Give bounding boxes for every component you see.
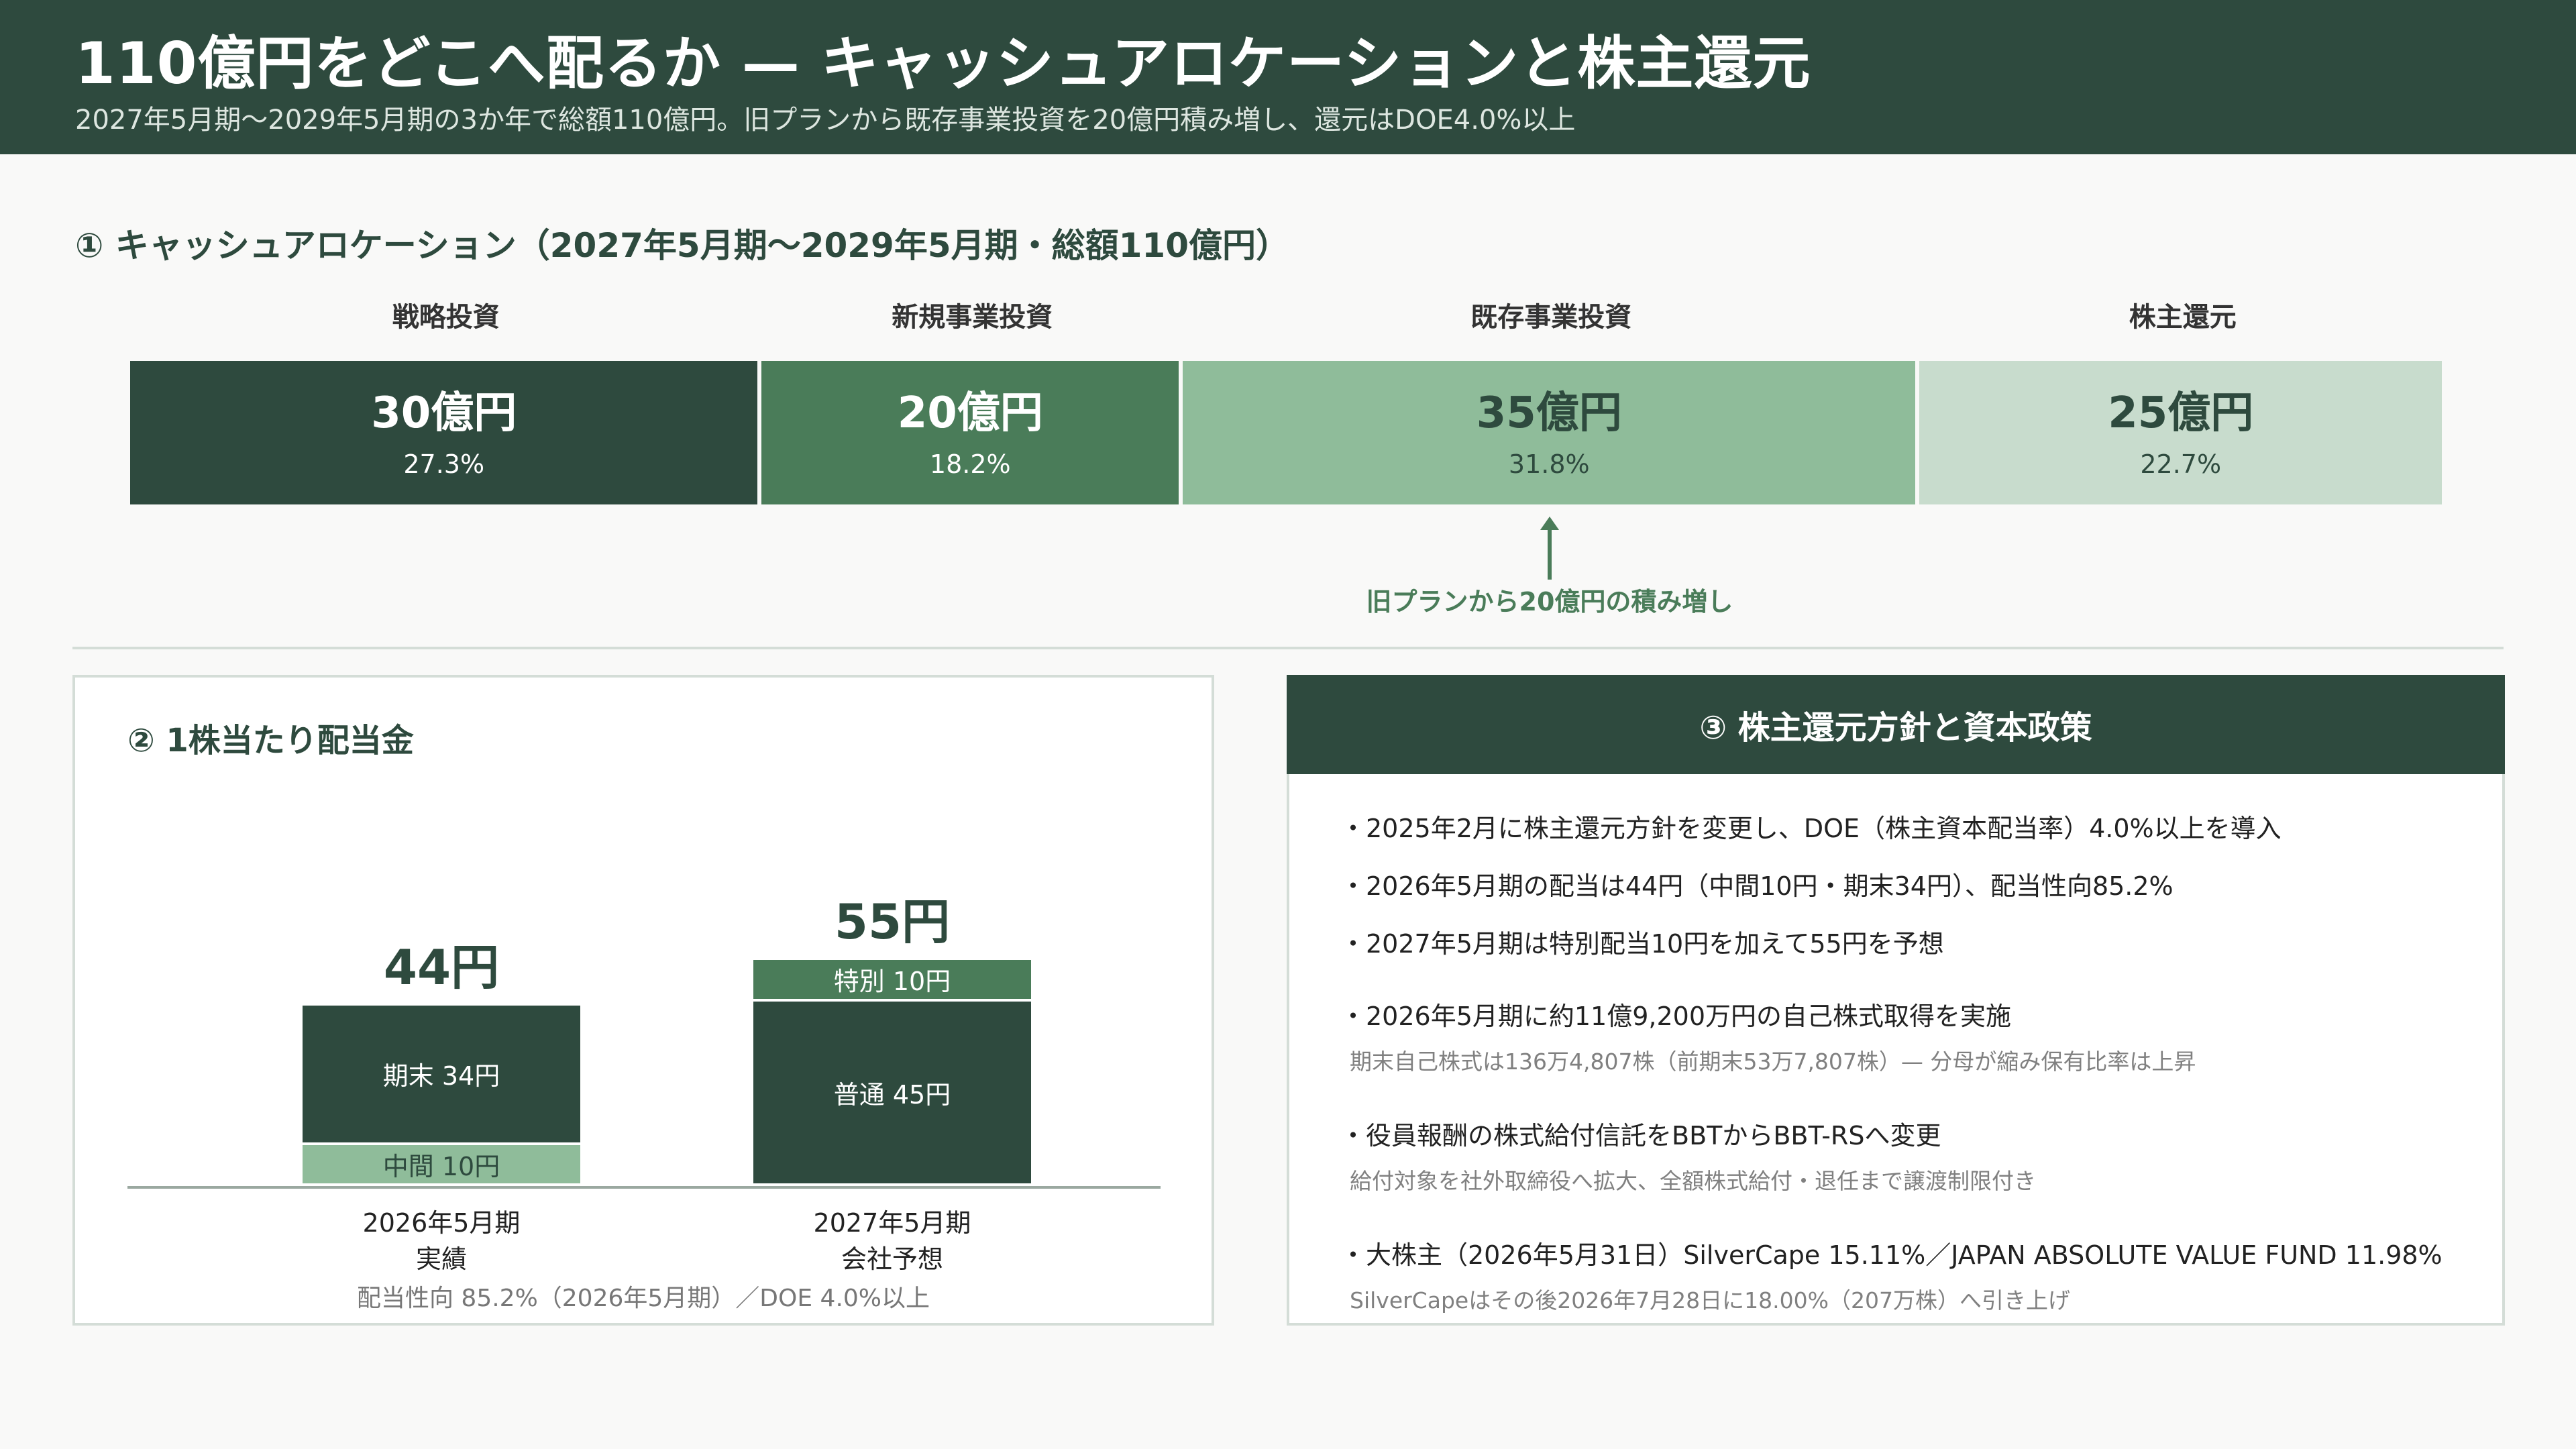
allocation-segment: 30億円 27.3% — [130, 361, 758, 504]
page-subtitle: 2027年5月期〜2029年5月期の3か年で総額110億円。旧プランから既存事業… — [75, 105, 1576, 136]
policy-bullet-note: SilverCapeはその後2026年7月28日に18.00%（207万株）へ引… — [1350, 1287, 2070, 1313]
dividend-panel-title: ② 1株当たり配当金 — [127, 722, 414, 759]
policy-bullet: ・大株主（2026年5月31日）SilverCape 15.11%／JAPAN … — [1340, 1240, 2443, 1270]
policy-bullet: ・2026年5月期の配当は44円（中間10円・期末34円）、配当性向85.2% — [1340, 871, 2174, 901]
policy-bullet: ・2026年5月期に約11億9,200万円の自己株式取得を実施 — [1340, 1002, 2012, 1031]
dividend-bar-segment: 特別 10円 — [753, 960, 1031, 999]
allocation-label: 株主還元 — [2129, 302, 2237, 333]
allocation-label: 新規事業投資 — [892, 302, 1053, 333]
dividend-period-label: 2027年5月期 — [813, 1208, 971, 1238]
dividend-kind-label: 実績 — [415, 1244, 467, 1274]
allocation-percent: 18.2% — [929, 449, 1011, 479]
allocation-percent: 22.7% — [2140, 449, 2222, 479]
allocation-amount: 25億円 — [2108, 388, 2254, 438]
allocation-section-title: ① キャッシュアロケーション（2027年5月期〜2029年5月期・総額110億円… — [75, 226, 1290, 265]
policy-panel — [1287, 675, 2505, 1326]
allocation-amount: 30億円 — [371, 388, 517, 438]
dividend-bar-segment: 中間 10円 — [303, 1144, 580, 1183]
allocation-label: 既存事業投資 — [1470, 302, 1632, 333]
allocation-segment: 35億円 31.8% — [1183, 361, 1916, 504]
dividend-kind-label: 会社予想 — [841, 1244, 943, 1274]
dividend-period-label: 2026年5月期 — [362, 1208, 521, 1238]
allocation-amount: 35億円 — [1476, 388, 1622, 438]
allocation-amount: 20億円 — [897, 388, 1043, 438]
allocation-percent: 27.3% — [403, 449, 485, 479]
allocation-segment: 25億円 22.7% — [1919, 361, 2442, 504]
allocation-label: 戦略投資 — [392, 302, 500, 333]
policy-bullet: ・2027年5月期は特別配当10円を加えて55円を予想 — [1340, 929, 1944, 959]
dividend-bar-segment: 普通 45円 — [753, 1001, 1031, 1183]
allocation-segment: 20億円 18.2% — [761, 361, 1179, 504]
arrow-up-icon — [1540, 517, 1559, 580]
chart-baseline — [127, 1186, 1161, 1189]
page-title: 110億円をどこへ配るか — キャッシュアロケーションと株主還元 — [75, 30, 1811, 97]
dividend-note: 配当性向 85.2%（2026年5月期）／DOE 4.0%以上 — [356, 1285, 930, 1312]
policy-bullet: ・役員報酬の株式給付信託をBBTからBBT-RSへ変更 — [1340, 1121, 1941, 1150]
policy-bullet: ・2025年2月に株主還元方針を変更し、DOE（株主資本配当率）4.0%以上を導… — [1340, 814, 2282, 843]
policy-panel-title: ③ 株主還元方針と資本政策 — [1287, 675, 2505, 774]
policy-bullet-note: 期末自己株式は136万4,807株（前期末53万7,807株）— 分母が縮み保有… — [1350, 1049, 2196, 1075]
section-divider — [72, 647, 2504, 649]
dividend-bar-segment: 期末 34円 — [303, 1005, 580, 1142]
allocation-percent: 31.8% — [1508, 449, 1590, 479]
allocation-arrow-note: 旧プランから20億円の積み増し — [1366, 587, 1733, 616]
header-banner: 110億円をどこへ配るか — キャッシュアロケーションと株主還元 2027年5月… — [0, 0, 2576, 154]
dividend-bar-total: 44円 — [383, 938, 500, 996]
dividend-panel — [72, 675, 1214, 1326]
dividend-bar-total: 55円 — [834, 894, 951, 951]
policy-bullet-note: 給付対象を社外取締役へ拡大、全額株式給付・退任まで譲渡制限付き — [1350, 1168, 2036, 1194]
